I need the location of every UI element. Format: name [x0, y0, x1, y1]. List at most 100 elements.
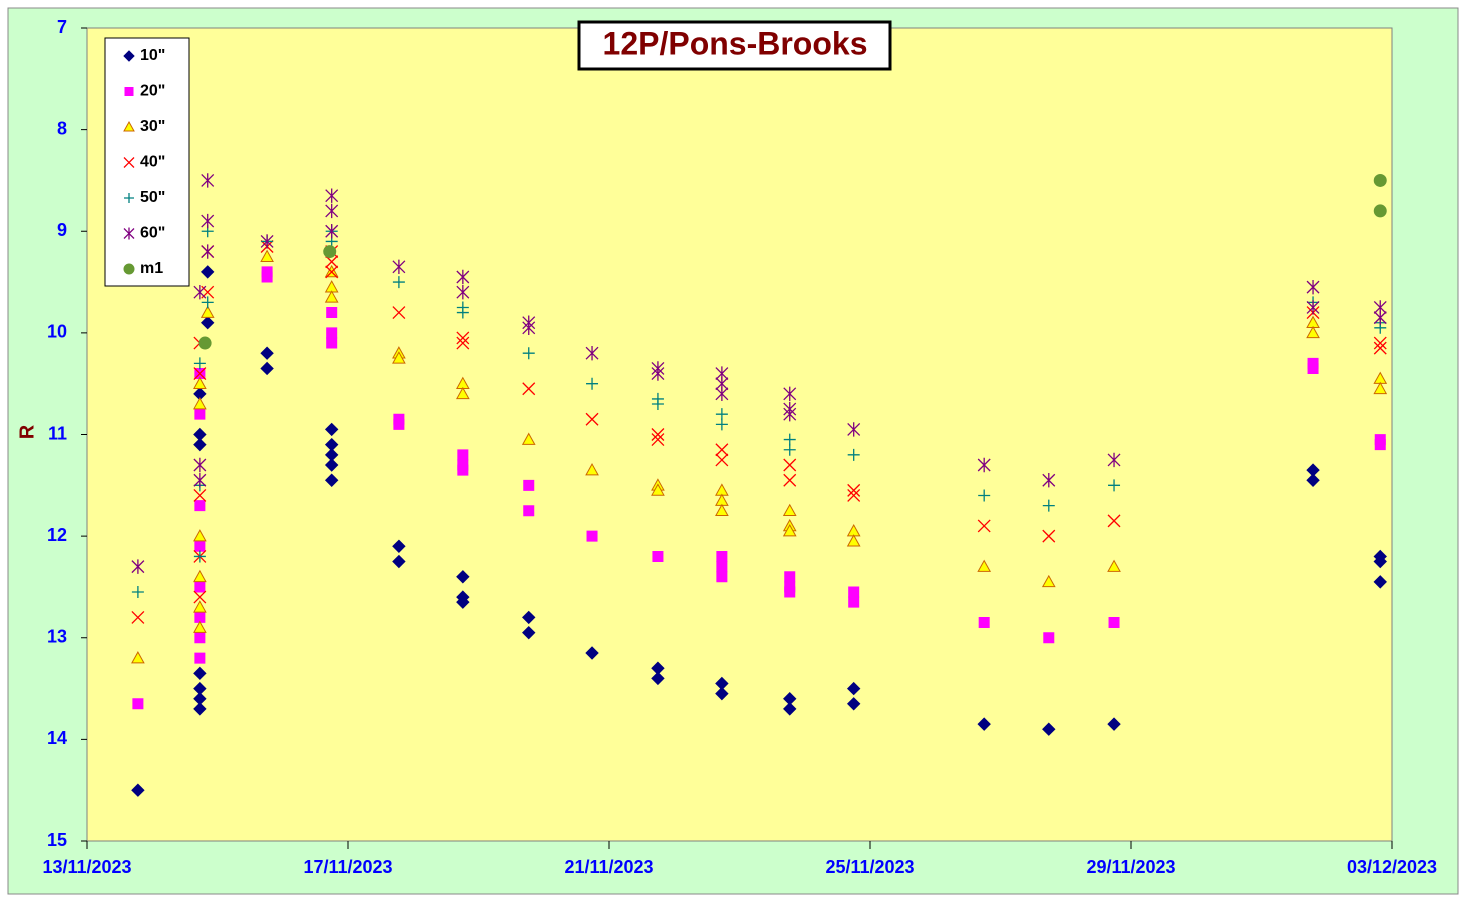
series — [131, 225, 1387, 599]
point — [131, 783, 145, 797]
plot-area — [86, 27, 1393, 842]
point — [393, 418, 405, 430]
point — [585, 646, 599, 660]
point — [1373, 336, 1387, 350]
point — [193, 437, 207, 452]
legend-marker — [124, 193, 134, 203]
point — [193, 681, 207, 696]
point — [326, 337, 338, 349]
point — [198, 336, 212, 350]
point — [521, 432, 536, 445]
point — [456, 285, 470, 300]
legend-label: 20" — [140, 83, 165, 100]
point — [201, 244, 215, 259]
point — [847, 448, 860, 461]
series — [131, 265, 1387, 797]
point — [1373, 341, 1387, 355]
point — [1042, 499, 1055, 512]
point — [651, 671, 665, 686]
x-tick-label: 21/11/2023 — [564, 857, 653, 877]
point — [193, 473, 207, 488]
point — [455, 386, 470, 400]
point — [1373, 575, 1387, 589]
point — [716, 550, 728, 562]
point — [325, 188, 339, 203]
point — [522, 610, 536, 625]
point — [585, 463, 599, 476]
point — [783, 433, 796, 446]
legend-label: 40" — [140, 154, 165, 171]
point — [848, 596, 860, 608]
title-box — [577, 20, 892, 71]
point — [193, 457, 207, 473]
point — [456, 331, 470, 345]
point — [392, 351, 406, 364]
point — [978, 489, 991, 502]
point — [1306, 300, 1320, 315]
point — [193, 569, 207, 583]
point — [1042, 473, 1056, 488]
point — [457, 449, 469, 461]
point — [977, 717, 991, 731]
point — [193, 692, 207, 706]
point — [716, 571, 728, 583]
point — [522, 625, 536, 640]
point — [523, 479, 535, 491]
point — [782, 503, 797, 517]
point — [201, 173, 215, 188]
point — [846, 681, 861, 696]
point — [716, 561, 728, 573]
point — [783, 702, 797, 716]
point — [392, 306, 406, 320]
y-tick-label: 11 — [48, 423, 67, 443]
point — [392, 554, 406, 569]
series — [131, 173, 1387, 574]
point — [326, 327, 338, 339]
legend-marker — [123, 263, 135, 275]
y-tick-label: 15 — [47, 830, 67, 850]
point — [1373, 173, 1387, 187]
point — [784, 571, 796, 583]
point — [456, 595, 470, 609]
point — [847, 489, 861, 502]
point — [715, 503, 729, 517]
point — [456, 306, 469, 319]
point — [325, 203, 339, 219]
point — [651, 483, 665, 496]
x-tick-label: 03/12/2023 — [1347, 857, 1437, 877]
point — [1373, 554, 1387, 569]
point — [651, 366, 665, 381]
point — [715, 686, 729, 701]
point — [1107, 559, 1121, 572]
legend-marker — [123, 50, 135, 62]
point — [784, 586, 796, 598]
point — [131, 610, 145, 624]
point — [783, 458, 797, 472]
point — [456, 570, 470, 584]
point — [201, 265, 215, 279]
point — [323, 245, 337, 259]
point — [193, 367, 207, 380]
point — [457, 464, 469, 476]
y-tick-label: 10 — [47, 322, 67, 342]
legend-marker — [123, 120, 135, 132]
point — [1108, 617, 1120, 629]
y-tick-label: 13 — [47, 627, 67, 647]
point — [783, 406, 797, 422]
point — [847, 422, 861, 437]
marks — [131, 173, 1388, 797]
point — [325, 224, 339, 239]
point — [193, 600, 207, 613]
point — [193, 590, 207, 604]
point — [326, 307, 338, 319]
point — [1373, 381, 1388, 395]
point — [131, 586, 144, 599]
y-axis-label: R — [16, 424, 38, 439]
point — [324, 473, 339, 487]
chart-title: 12P/Pons-Brooks — [603, 25, 868, 61]
point — [1306, 473, 1320, 487]
legend-label: 10" — [140, 47, 165, 64]
point — [260, 361, 274, 376]
point — [715, 386, 729, 402]
